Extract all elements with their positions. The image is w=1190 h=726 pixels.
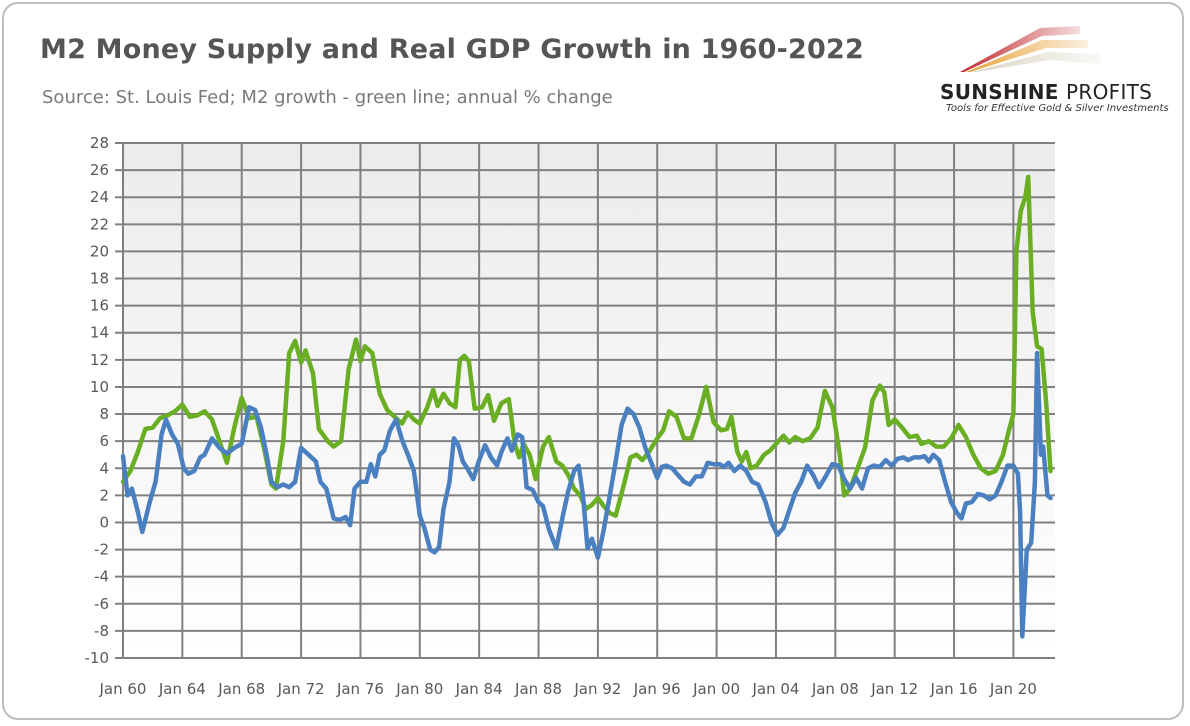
x-tick-label: Jan 16 (930, 680, 978, 698)
logo-tagline: Tools for Effective Gold & Silver Invest… (946, 103, 1169, 114)
y-tick-label: 2 (99, 486, 109, 504)
x-tick-label: Jan 88 (514, 680, 562, 698)
chart-title: M2 Money Supply and Real GDP Growth in 1… (40, 34, 864, 65)
x-tick-label: Jan 76 (336, 680, 384, 698)
y-tick-label: -8 (94, 622, 109, 640)
x-tick-label: Jan 80 (395, 680, 443, 698)
y-tick-label: 28 (90, 134, 109, 152)
logo-stripe-red (960, 26, 1080, 72)
logo-name-bold: SUNSHINE (940, 80, 1059, 104)
vertical-gridlines (122, 143, 1015, 658)
x-tick-label: Jan 04 (751, 680, 799, 698)
y-tick-label: 24 (90, 188, 109, 206)
sunshine-profits-logo-icon (960, 26, 1100, 72)
series-lines (120, 174, 1053, 639)
logo-stripe-grey (972, 52, 1100, 72)
x-tick-label: Jan 60 (99, 680, 147, 698)
x-tick-label: Jan 64 (158, 680, 206, 698)
y-tick-label: -2 (94, 541, 109, 559)
y-tick-label: -4 (94, 568, 109, 586)
logo-stripe-gold (966, 40, 1088, 72)
x-tick-label: Jan 96 (633, 680, 681, 698)
x-tick-label: Jan 72 (277, 680, 325, 698)
x-tick-label: Jan 08 (811, 680, 859, 698)
y-tick-label: -6 (94, 595, 109, 613)
x-tick-label: Jan 84 (455, 680, 503, 698)
horizontal-gridlines (115, 142, 1055, 659)
x-tick-label: Jan 68 (217, 680, 265, 698)
logo-name-light: PROFITS (1066, 80, 1153, 104)
chart-subtitle: Source: St. Louis Fed; M2 growth - green… (42, 87, 613, 108)
y-tick-label: 12 (90, 351, 109, 369)
m2-growth-line (120, 174, 1053, 518)
plot-area (123, 143, 1055, 658)
y-tick-label: 26 (90, 161, 109, 179)
x-axis-tick-labels: Jan 60 Jan 64 Jan 68 Jan 72 Jan 76 Jan 80 Jan … (99, 680, 1037, 698)
y-tick-label: 6 (99, 432, 109, 450)
x-tick-label: Jan 12 (870, 680, 918, 698)
y-tick-label: -10 (85, 649, 110, 667)
x-tick-label: Jan 92 (573, 680, 621, 698)
y-tick-label: 10 (90, 378, 109, 396)
real-gdp-growth-line (120, 405, 1021, 560)
x-tick-label: Jan 00 (692, 680, 740, 698)
y-tick-label: 18 (90, 270, 109, 288)
y-tick-label: 20 (90, 242, 109, 260)
x-tick-label: Jan 20 (989, 680, 1037, 698)
real-gdp-growth-line-2020-2022 (1015, 350, 1053, 639)
logo-name: SUNSHINE PROFITS (940, 80, 1152, 104)
y-tick-label: 14 (90, 324, 109, 342)
y-tick-label: 22 (90, 215, 109, 233)
y-tick-label: 8 (99, 405, 109, 423)
y-tick-label: 16 (90, 297, 109, 315)
y-tick-label: 0 (99, 513, 109, 531)
y-tick-label: 4 (99, 459, 109, 477)
